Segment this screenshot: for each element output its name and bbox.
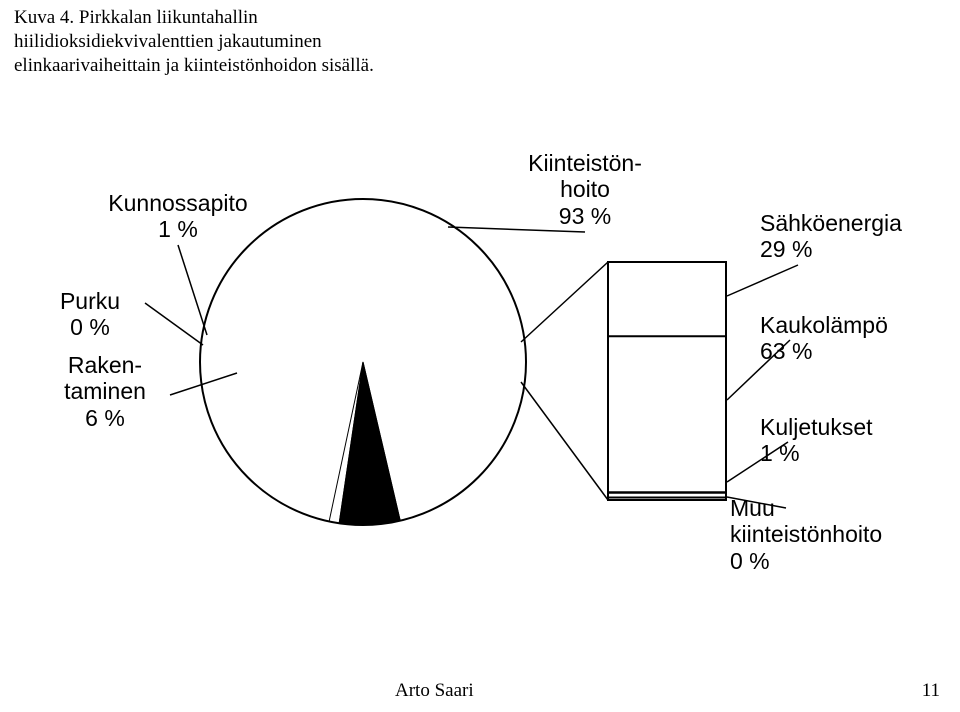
label-text-1: Raken- xyxy=(68,352,142,378)
label-value: 29 % xyxy=(760,236,812,262)
pie-label-purku: Purku 0 % xyxy=(30,288,150,341)
bar-label-kuljetukset: Kuljetukset 1 % xyxy=(760,414,940,467)
label-value: 1 % xyxy=(158,216,198,242)
label-text-1: Muu xyxy=(730,495,775,521)
label-text-2: kiinteistönhoito xyxy=(730,521,882,547)
page-root: Kuva 4. Pirkkalan liikuntahallin hiilidi… xyxy=(0,0,960,712)
label-text-2: hoito xyxy=(560,176,610,202)
label-text-1: Kiinteistön- xyxy=(528,150,642,176)
footer-author: Arto Saari xyxy=(395,680,474,702)
label-value: 93 % xyxy=(559,203,611,229)
pie-label-rakentaminen: Raken- taminen 6 % xyxy=(30,352,180,431)
label-value: 0 % xyxy=(730,548,770,574)
footer-page-number: 11 xyxy=(922,680,940,702)
bar-label-kaukolampo: Kaukolämpö 63 % xyxy=(760,312,940,365)
label-text: Kuljetukset xyxy=(760,414,873,440)
label-value: 1 % xyxy=(760,440,800,466)
pie-label-kiinteistonhoito: Kiinteistön- hoito 93 % xyxy=(500,150,670,229)
label-value: 63 % xyxy=(760,338,812,364)
pie-label-kunnossapito: Kunnossapito 1 % xyxy=(88,190,268,243)
label-text: Kunnossapito xyxy=(108,190,247,216)
bar-label-muu: Muu kiinteistönhoito 0 % xyxy=(730,495,950,574)
label-text: Purku xyxy=(60,288,120,314)
label-text: Kaukolämpö xyxy=(760,312,888,338)
label-value: 0 % xyxy=(70,314,110,340)
label-text-2: taminen xyxy=(64,378,146,404)
label-value: 6 % xyxy=(85,405,125,431)
bar-label-sahkoenergia: Sähköenergia 29 % xyxy=(760,210,940,263)
label-text: Sähköenergia xyxy=(760,210,902,236)
